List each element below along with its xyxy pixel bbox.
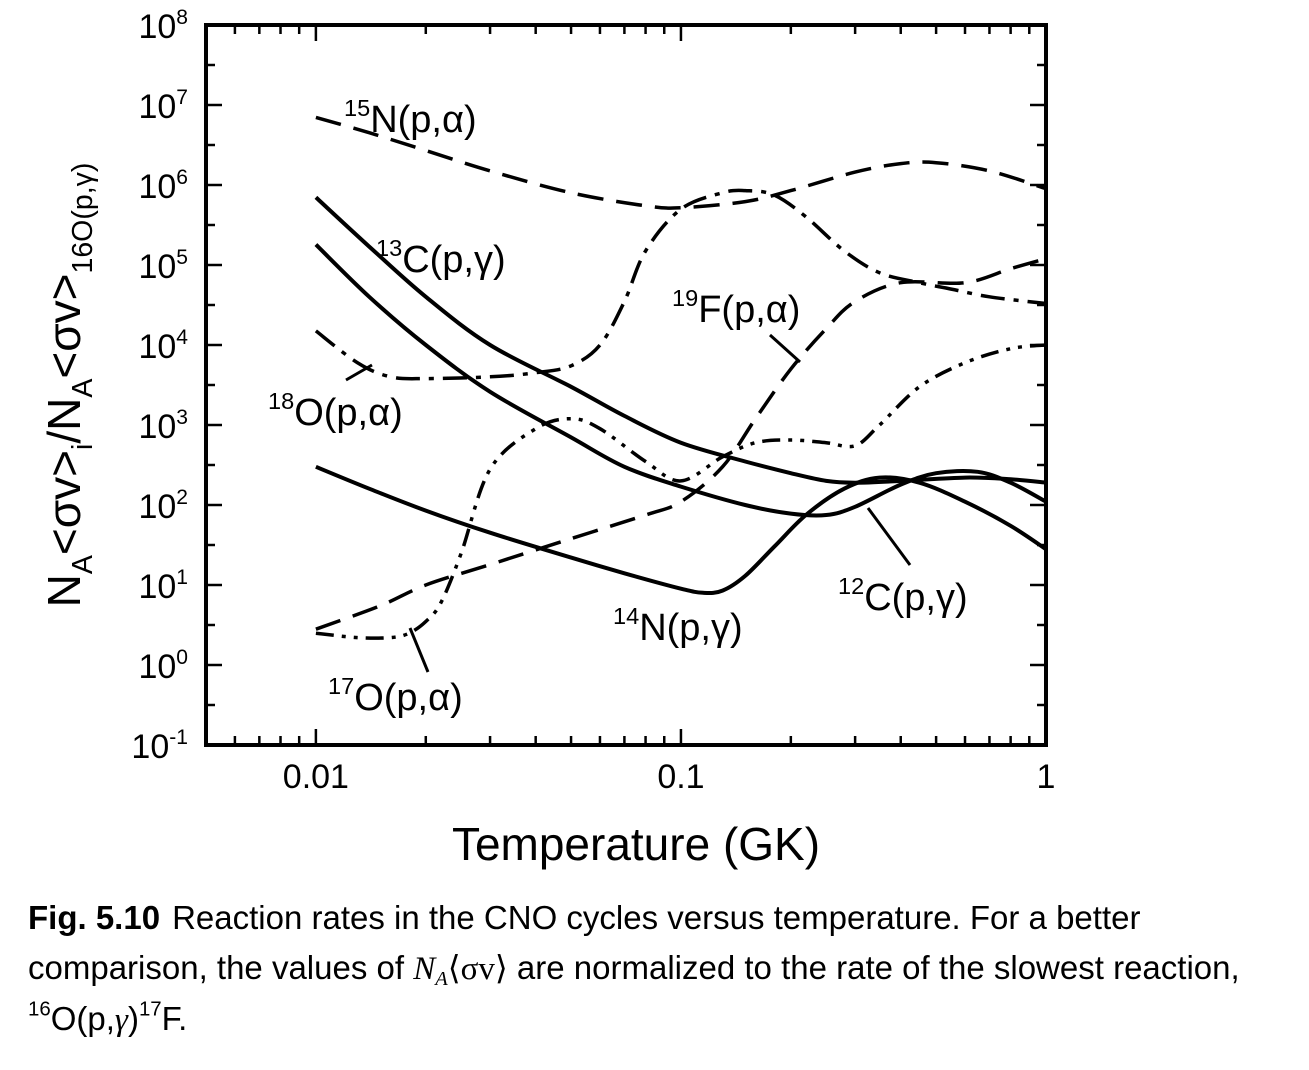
y-tick-label: 108 <box>138 6 188 46</box>
x-tick-label: 0.1 <box>657 758 704 796</box>
label-14n: 14N(p,γ) <box>613 603 743 649</box>
series-line-5 <box>314 188 1047 381</box>
leader-19f <box>768 333 802 364</box>
series-line-2 <box>314 243 1047 518</box>
y-tick-label: 104 <box>138 326 188 366</box>
caption-text-1: Reaction rates in the CNO cycles versus … <box>28 899 1141 986</box>
y-tick-label: 105 <box>138 246 188 286</box>
annotation-leaders <box>345 333 912 673</box>
caption-iso-17: 17 <box>138 997 162 1021</box>
y-tick-label: 102 <box>138 486 188 526</box>
leader-12c <box>866 507 912 566</box>
curves-layer <box>314 115 1048 640</box>
series-line-3 <box>315 464 1048 596</box>
label-12c: 12C(p,γ) <box>838 573 968 619</box>
label-17o: 17O(p,α) <box>328 673 463 719</box>
series-line-6 <box>315 343 1047 640</box>
reaction-rate-chart: 10-1 100 101 102 103 104 105 106 107 108 0.01 0.1 1… <box>38 6 1056 870</box>
caption-math: NA⟨σv⟩ <box>413 951 508 991</box>
series-line-0 <box>315 115 1047 210</box>
y-tick-label: 106 <box>138 166 188 206</box>
caption-iso-16: 16 <box>28 997 51 1021</box>
ticks-layer <box>204 23 1048 747</box>
leader-17o <box>408 627 430 673</box>
x-tick-label: 1 <box>1037 758 1056 796</box>
x-tick-labels: 0.01 0.1 1 <box>283 758 1056 796</box>
y-tick-label: 10-1 <box>131 726 188 766</box>
x-tick-label: 0.01 <box>283 758 349 796</box>
y-tick-label: 103 <box>138 406 188 446</box>
figure-number: Fig. 5.10 <box>28 899 161 936</box>
leader-18o <box>345 363 373 382</box>
y-tick-labels: 10-1 100 101 102 103 104 105 106 107 108 <box>131 6 188 766</box>
y-axis-title: NA<σv>i/NA<σv>16O(p,γ) <box>38 163 99 608</box>
label-18o: 18O(p,α) <box>268 388 403 434</box>
label-13c: 13C(p,γ) <box>376 235 506 281</box>
y-tick-label: 100 <box>138 646 188 686</box>
series-line-1 <box>314 195 1047 485</box>
label-19f: 19F(p,α) <box>672 285 800 331</box>
caption-text-2: are normalized to the rate of the slowes… <box>507 949 1240 986</box>
label-15n: 15N(p,α) <box>344 95 477 141</box>
plot-frame <box>204 23 1048 747</box>
figure-caption: Fig. 5.10 Reaction rates in the CNO cycle… <box>28 899 1240 1038</box>
y-tick-label: 101 <box>138 566 188 606</box>
y-tick-label: 107 <box>138 86 188 126</box>
x-axis-title: Temperature (GK) <box>452 818 820 870</box>
